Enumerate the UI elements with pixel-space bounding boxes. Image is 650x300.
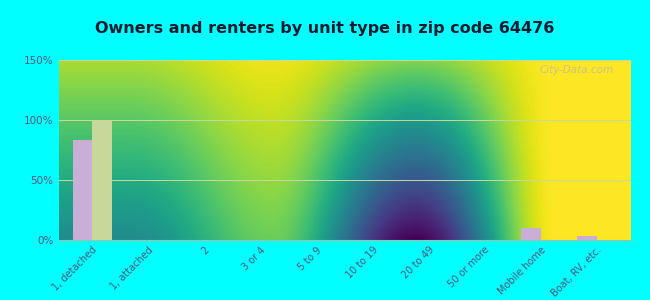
Text: City-Data.com: City-Data.com (540, 65, 614, 75)
Text: Owners and renters by unit type in zip code 64476: Owners and renters by unit type in zip c… (96, 21, 554, 36)
Bar (521, 228, 541, 240)
Bar (92, 120, 112, 240)
Bar (577, 236, 597, 240)
Bar (73, 140, 92, 240)
